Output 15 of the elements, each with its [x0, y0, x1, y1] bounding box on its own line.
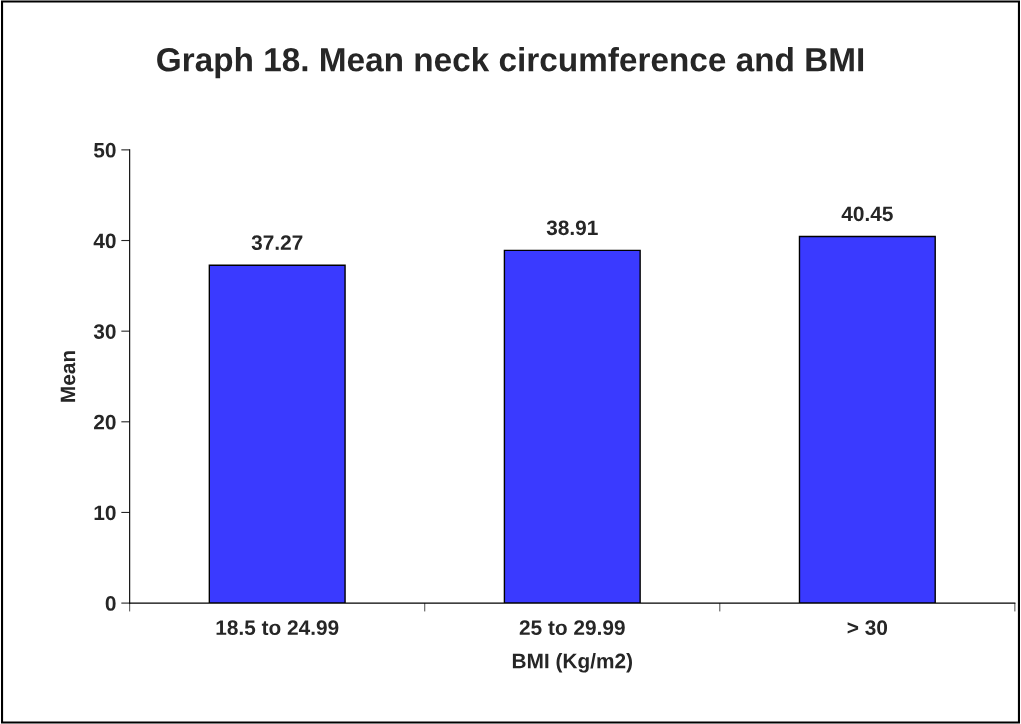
y-tick-label: 20 — [94, 414, 116, 430]
data-label: 40.45 — [841, 206, 893, 222]
chart-title: Graph 18. Mean neck circumference and BMI — [157, 47, 864, 79]
x-tick-label: > 30 — [847, 620, 888, 636]
x-axis-title: BMI (Kg/m2) — [512, 653, 632, 673]
y-tick-label: 10 — [94, 505, 116, 521]
x-tick-label: 25 to 29.99 — [519, 620, 625, 636]
x-tick-label: 18.5 to 24.99 — [216, 620, 339, 636]
y-tick-label: 0 — [105, 596, 116, 611]
y-tick-label: 40 — [93, 233, 116, 249]
data-label: 37.27 — [251, 235, 303, 251]
data-label: 38.91 — [546, 220, 598, 236]
y-tick-label: 30 — [93, 324, 116, 339]
y-axis-title: Mean — [60, 351, 76, 402]
y-tick-label: 50 — [93, 142, 116, 158]
